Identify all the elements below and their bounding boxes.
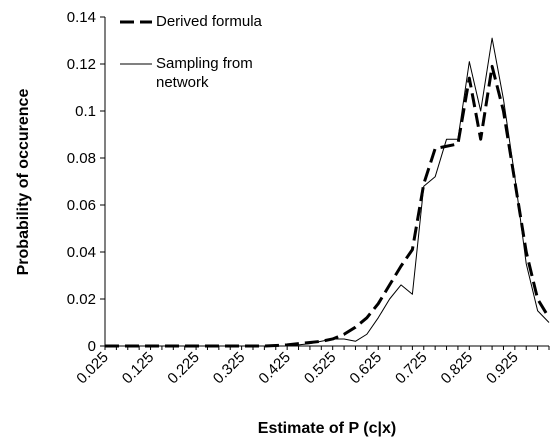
y-tick-label: 0.1 [75, 103, 96, 120]
x-tick-label: 0.525 [301, 349, 340, 388]
x-tick-label: 0.125 [119, 349, 158, 388]
y-tick-label: 0.02 [67, 291, 96, 308]
x-axis-title: Estimate of P (c|x) [258, 420, 396, 437]
legend-swatch [120, 63, 152, 65]
x-tick-label: 0.725 [392, 349, 431, 388]
x-tick-label: 0.325 [210, 349, 249, 388]
legend-label: Derived formula [156, 13, 262, 30]
y-tick-label: 0.06 [67, 197, 96, 214]
y-axis-title: Probability of occurence [15, 89, 32, 276]
x-tick-label: 0.625 [346, 349, 385, 388]
x-tick-label: 0.225 [164, 349, 203, 388]
legend-item: Sampling from network [118, 54, 278, 92]
y-tick-label: 0.04 [67, 244, 96, 261]
legend-swatch [120, 20, 152, 24]
x-tick-label: 0.825 [438, 349, 477, 388]
legend: Derived formula Sampling from network [118, 12, 278, 92]
legend-item: Derived formula [118, 12, 278, 31]
y-tick-label: 0 [88, 338, 96, 355]
y-tick-label: 0.12 [67, 56, 96, 73]
y-tick-label: 0.08 [67, 150, 96, 167]
y-tick-label: 0.14 [67, 9, 96, 26]
x-tick-label: 0.425 [255, 349, 294, 388]
legend-label: Sampling from network [156, 55, 253, 91]
line [105, 37, 550, 347]
dashed-line [105, 64, 551, 348]
x-tick-label: 0.925 [483, 349, 522, 388]
